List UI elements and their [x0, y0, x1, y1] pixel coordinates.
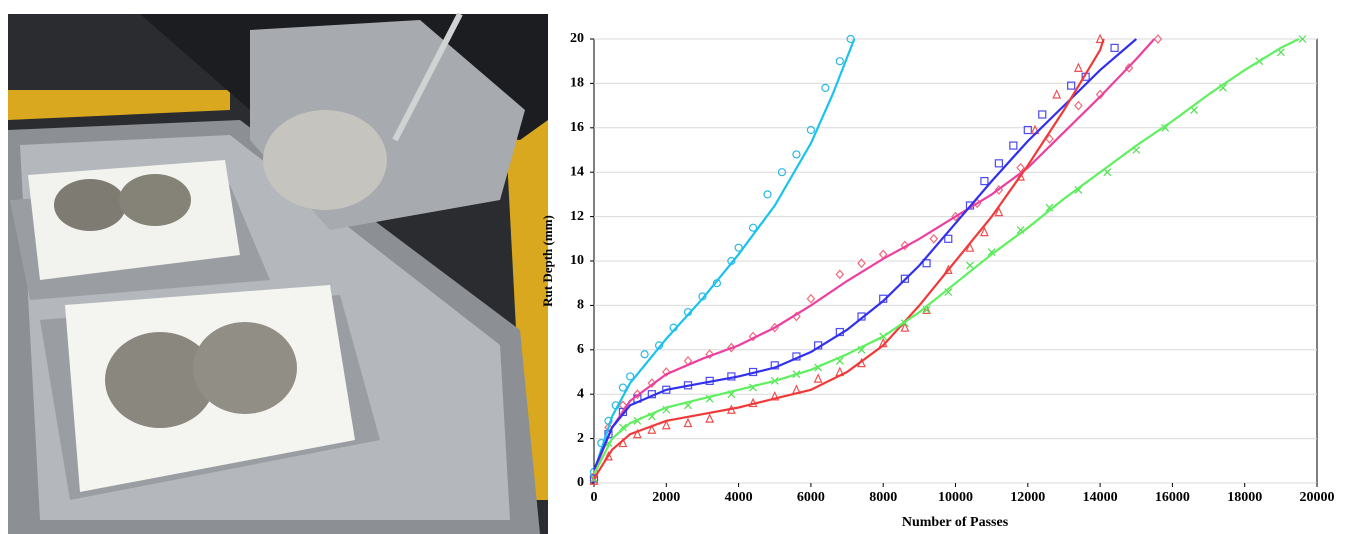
data-point — [705, 349, 714, 360]
yellow-frame — [8, 90, 230, 120]
specimen-core — [105, 332, 215, 428]
x-tick-label: 16000 — [1155, 490, 1190, 505]
data-point — [748, 223, 758, 232]
x-tick-label: 14000 — [1083, 490, 1118, 505]
data-point — [943, 264, 953, 274]
data-point — [922, 259, 931, 268]
probe-rod — [392, 12, 463, 142]
y-axis-title: Rut Depth (mm) — [540, 215, 555, 307]
x-tick-label: 8000 — [869, 490, 897, 505]
data-point — [1009, 141, 1018, 150]
loading-wheel — [263, 110, 387, 210]
x-tick-label: 12000 — [1010, 490, 1045, 505]
y-tick-label: 14 — [570, 164, 584, 179]
data-point — [966, 261, 974, 270]
data-point — [748, 331, 758, 342]
data-point — [626, 372, 635, 381]
data-point — [661, 419, 671, 430]
x-tick-label: 20000 — [1300, 490, 1335, 505]
data-point — [734, 243, 743, 252]
y-tick-label: 16 — [570, 120, 584, 135]
data-point — [806, 293, 816, 304]
data-point — [821, 83, 830, 92]
data-point — [705, 413, 715, 423]
data-point — [1045, 203, 1054, 212]
x-tick-label: 6000 — [797, 490, 825, 505]
data-point — [857, 258, 866, 269]
y-tick-label: 20 — [570, 31, 584, 46]
data-point — [922, 304, 932, 314]
x-tick-label: 18000 — [1227, 490, 1262, 505]
y-tick-label: 0 — [577, 475, 584, 490]
data-point — [813, 373, 823, 383]
data-point — [835, 57, 844, 66]
data-point — [965, 242, 975, 252]
data-point — [1095, 33, 1105, 44]
data-point — [647, 424, 657, 434]
data-point — [1073, 62, 1083, 72]
data-point — [632, 428, 642, 439]
y-tick-label: 2 — [577, 431, 584, 446]
data-point — [900, 274, 909, 283]
y-tick-label: 12 — [570, 209, 584, 224]
data-point — [618, 423, 627, 432]
y-tick-label: 8 — [577, 298, 584, 313]
data-point — [1074, 100, 1083, 111]
data-point — [770, 391, 780, 401]
data-point — [1153, 34, 1163, 44]
data-point — [944, 234, 953, 243]
fit-curve — [592, 38, 856, 473]
specimen-core — [119, 174, 191, 226]
data-point — [1038, 110, 1047, 119]
x-tick-label: 10000 — [938, 490, 973, 505]
data-point — [900, 240, 910, 251]
y-tick-label: 18 — [570, 76, 584, 91]
data-point — [979, 226, 989, 237]
data-point — [1124, 62, 1134, 73]
data-point — [994, 159, 1003, 168]
x-axis-title: Number of Passes — [902, 515, 1009, 530]
data-point — [835, 269, 845, 280]
x-tick-label: 0 — [591, 490, 598, 505]
data-point — [1052, 89, 1062, 99]
data-point — [763, 190, 772, 199]
y-tick-label: 4 — [577, 386, 584, 401]
data-point — [647, 378, 657, 389]
data-point — [662, 367, 671, 377]
data-point — [1110, 43, 1119, 52]
data-point — [980, 176, 989, 186]
specimen-core — [193, 322, 297, 414]
data-point — [994, 206, 1004, 217]
fit-curve — [593, 38, 1300, 475]
data-point — [640, 350, 649, 359]
data-point — [777, 168, 787, 177]
yellow-frame — [505, 120, 548, 500]
data-point — [618, 400, 628, 411]
data-point — [1298, 35, 1307, 43]
x-tick-label: 4000 — [725, 490, 753, 505]
data-point — [987, 248, 996, 257]
data-point — [900, 322, 910, 332]
fit-curve — [592, 38, 1138, 471]
y-tick-label: 10 — [570, 253, 584, 268]
apparatus-photo — [8, 12, 548, 534]
data-point — [618, 383, 628, 392]
data-point — [1067, 81, 1076, 90]
data-point — [589, 474, 599, 483]
fit-curve — [592, 38, 1156, 473]
specimen-core — [54, 179, 126, 231]
y-tick-label: 6 — [577, 342, 584, 357]
data-point — [1023, 125, 1032, 135]
data-point — [683, 417, 693, 428]
data-point — [806, 125, 816, 135]
data-point — [929, 233, 939, 244]
data-point — [604, 450, 613, 461]
x-tick-label: 2000 — [652, 490, 680, 505]
fit-curve — [593, 38, 1105, 480]
data-point — [604, 422, 613, 433]
data-point — [792, 150, 801, 159]
